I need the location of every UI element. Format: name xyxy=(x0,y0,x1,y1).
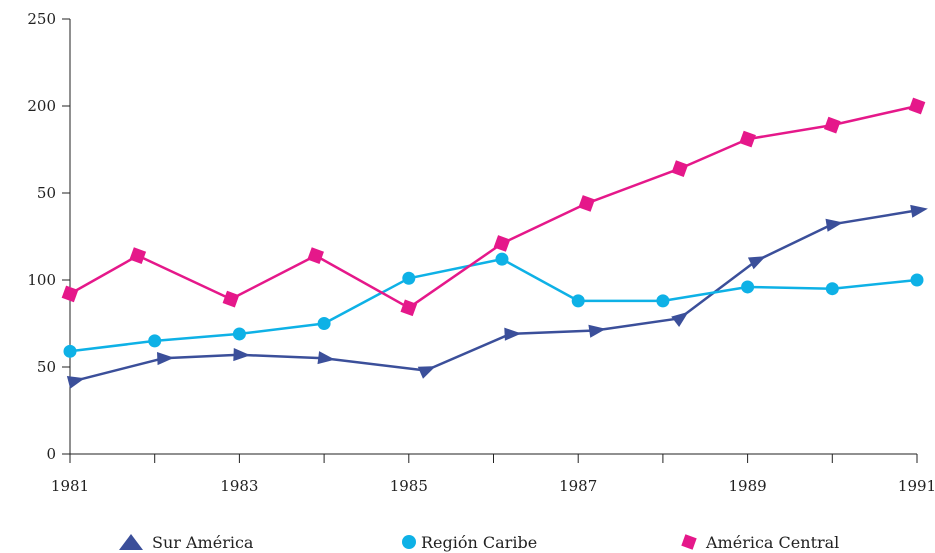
x-tick-label: 1981 xyxy=(51,477,89,495)
x-tick-label: 1983 xyxy=(220,477,258,495)
series-line-0 xyxy=(73,209,918,383)
data-point xyxy=(588,324,606,338)
data-point xyxy=(222,290,240,308)
data-point xyxy=(504,327,522,341)
data-point xyxy=(493,235,511,252)
legend-label-region-caribe: Región Caribe xyxy=(421,532,538,552)
data-point xyxy=(671,160,689,177)
data-point xyxy=(578,195,596,212)
data-point xyxy=(747,256,766,270)
square-marker-icon xyxy=(681,534,697,550)
data-point xyxy=(233,348,251,362)
x-tick-label: 1989 xyxy=(729,477,767,495)
data-point xyxy=(656,294,670,308)
legend-label-sur-america: Sur América xyxy=(152,532,254,552)
y-tick-label: 50 xyxy=(37,184,56,202)
series-line-2 xyxy=(69,104,918,310)
data-point xyxy=(671,311,689,327)
y-tick-label: 200 xyxy=(27,97,56,115)
data-point xyxy=(317,317,331,330)
data-point xyxy=(908,97,926,115)
data-point xyxy=(823,116,841,134)
data-point xyxy=(402,271,416,285)
y-tick-label: 50 xyxy=(37,358,56,376)
data-point xyxy=(307,247,324,264)
data-point xyxy=(129,247,147,264)
data-point xyxy=(910,273,924,287)
data-point xyxy=(157,352,175,366)
data-point xyxy=(400,299,418,317)
data-point xyxy=(61,285,79,303)
data-point xyxy=(910,204,928,218)
data-point xyxy=(66,376,85,389)
data-point xyxy=(495,252,509,266)
data-point xyxy=(63,344,77,358)
circle-marker-icon xyxy=(402,535,416,549)
data-point xyxy=(232,327,246,341)
x-tick-label: 1985 xyxy=(390,477,428,495)
y-tick-label: 0 xyxy=(46,445,56,463)
line-chart: 0 50 100 50 200 250 1981 1983 1985 1987 1989 1991 xyxy=(27,10,935,495)
data-point xyxy=(417,366,436,379)
legend-item-america-central: América Central xyxy=(680,532,839,552)
data-point xyxy=(739,130,756,148)
data-point xyxy=(571,294,585,308)
x-tick-label: 1991 xyxy=(898,477,935,495)
data-point xyxy=(317,351,335,365)
data-point xyxy=(825,218,844,232)
y-tick-label: 250 xyxy=(27,10,56,28)
legend-label-america-central: América Central xyxy=(706,532,840,552)
data-point xyxy=(148,334,162,348)
series-line-1 xyxy=(69,257,918,353)
legend-item-sur-america: Sur América xyxy=(118,532,253,552)
legend-item-region-caribe: Región Caribe xyxy=(401,532,537,552)
legend: Sur América Región Caribe América Centra… xyxy=(0,530,935,553)
triangle-marker-icon xyxy=(119,534,143,550)
data-point xyxy=(741,280,755,294)
y-tick-label: 100 xyxy=(27,271,56,289)
data-point xyxy=(825,282,839,296)
x-tick-label: 1987 xyxy=(559,477,597,495)
